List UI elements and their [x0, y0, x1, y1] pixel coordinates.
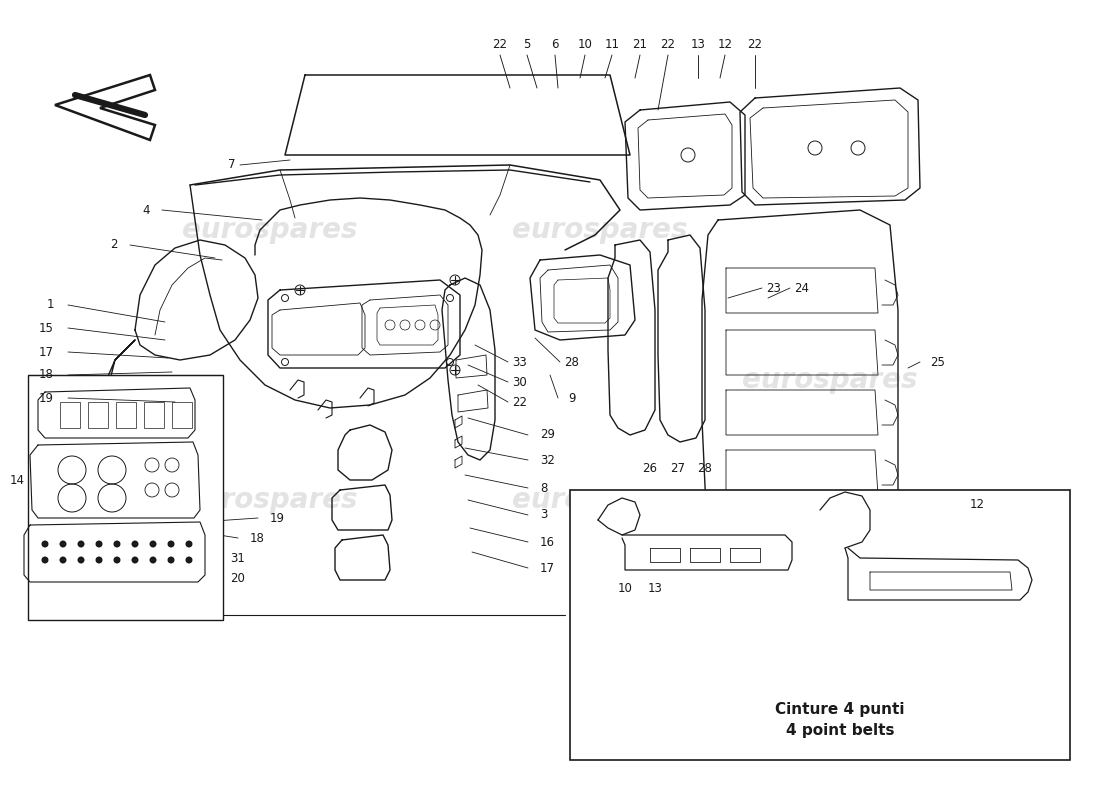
Text: 15: 15 [40, 322, 54, 334]
Text: eurospares: eurospares [513, 216, 688, 244]
Text: eurospares: eurospares [183, 216, 358, 244]
Text: 5: 5 [524, 38, 530, 51]
Text: 13: 13 [648, 582, 662, 594]
Text: 32: 32 [540, 454, 554, 466]
Text: 21: 21 [632, 38, 648, 51]
Text: 12: 12 [717, 38, 733, 51]
Circle shape [150, 557, 156, 563]
Text: 31: 31 [230, 551, 245, 565]
Circle shape [42, 557, 48, 563]
Text: 18: 18 [250, 531, 265, 545]
Circle shape [42, 541, 48, 547]
Text: 20: 20 [230, 571, 245, 585]
Text: 28: 28 [697, 462, 713, 474]
Circle shape [77, 557, 85, 563]
Circle shape [186, 541, 192, 547]
Text: 24: 24 [794, 282, 808, 294]
Text: 33: 33 [512, 355, 527, 369]
Text: Cinture 4 punti
4 point belts: Cinture 4 punti 4 point belts [776, 702, 904, 738]
Text: 9: 9 [568, 391, 575, 405]
Circle shape [113, 541, 121, 547]
Circle shape [96, 541, 102, 547]
Circle shape [150, 541, 156, 547]
Text: 2: 2 [110, 238, 118, 251]
Circle shape [77, 541, 85, 547]
Circle shape [186, 557, 192, 563]
Text: 18: 18 [40, 369, 54, 382]
Text: 16: 16 [540, 535, 556, 549]
Text: 6: 6 [551, 38, 559, 51]
Text: 28: 28 [564, 355, 579, 369]
Bar [144, 402, 164, 428]
Text: 13: 13 [691, 38, 705, 51]
Text: 29: 29 [540, 429, 556, 442]
Text: 26: 26 [642, 462, 658, 474]
Text: eurospares: eurospares [742, 366, 917, 394]
Circle shape [132, 557, 139, 563]
Text: 25: 25 [930, 355, 945, 369]
Bar [28, 375, 223, 620]
Bar [88, 402, 108, 428]
Text: 22: 22 [748, 38, 762, 51]
Text: 22: 22 [512, 395, 527, 409]
Text: 19: 19 [39, 391, 54, 405]
Text: eurospares: eurospares [183, 486, 358, 514]
Circle shape [59, 557, 66, 563]
Text: 17: 17 [39, 346, 54, 358]
Circle shape [167, 557, 175, 563]
Text: 22: 22 [493, 38, 507, 51]
Text: 27: 27 [671, 462, 685, 474]
Bar [172, 402, 192, 428]
Circle shape [113, 557, 121, 563]
Text: 10: 10 [578, 38, 593, 51]
Polygon shape [55, 75, 155, 140]
Text: 14: 14 [10, 474, 25, 486]
Text: 8: 8 [540, 482, 548, 494]
Text: 10: 10 [617, 582, 632, 594]
Circle shape [59, 541, 66, 547]
Text: 3: 3 [540, 509, 548, 522]
Text: 11: 11 [605, 38, 619, 51]
Text: 4: 4 [143, 203, 150, 217]
Text: 1: 1 [46, 298, 54, 311]
Bar [570, 490, 1070, 760]
Bar [116, 402, 136, 428]
Text: 17: 17 [540, 562, 556, 574]
Text: 23: 23 [766, 282, 781, 294]
Bar [60, 402, 80, 428]
Text: 7: 7 [229, 158, 235, 171]
Text: eurospares: eurospares [742, 606, 917, 634]
Circle shape [167, 541, 175, 547]
Text: 19: 19 [270, 511, 285, 525]
Text: eurospares: eurospares [513, 486, 688, 514]
Text: 22: 22 [660, 38, 675, 51]
Text: 12: 12 [970, 498, 985, 511]
Text: 30: 30 [512, 375, 527, 389]
Circle shape [132, 541, 139, 547]
Circle shape [96, 557, 102, 563]
